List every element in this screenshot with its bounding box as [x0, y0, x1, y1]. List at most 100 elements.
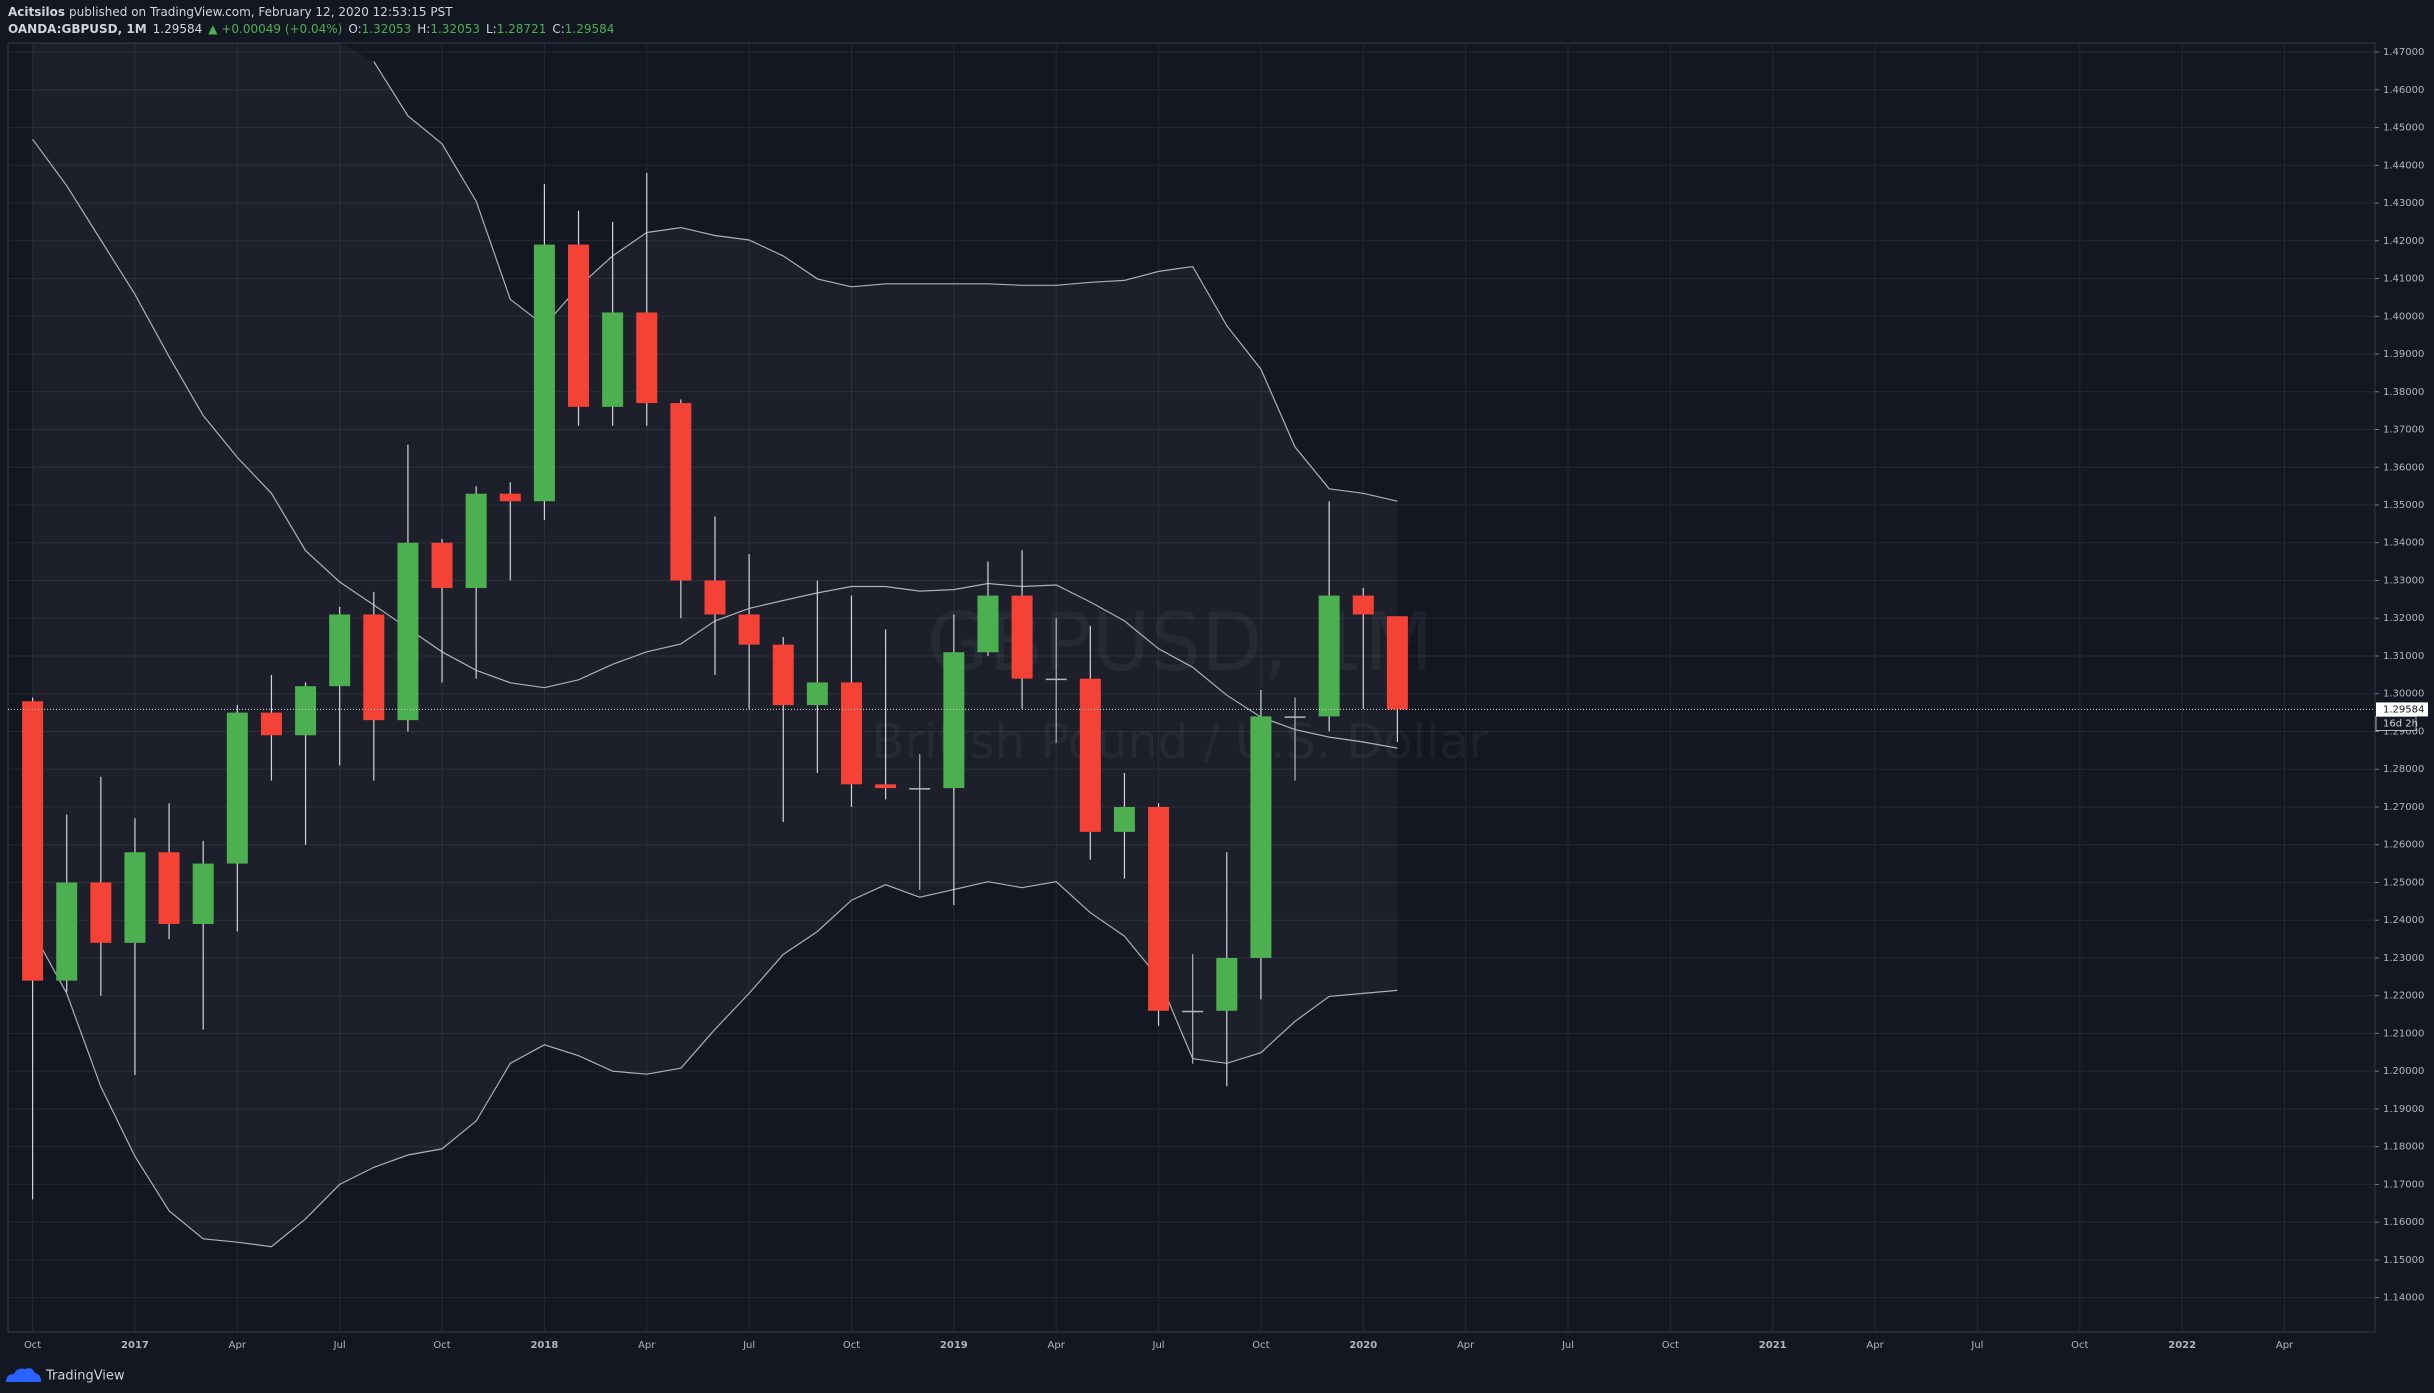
y-tick-label: 1.43000: [2383, 198, 2424, 209]
x-tick-label: Jul: [1561, 1340, 1574, 1351]
ohlc-label: H:: [417, 22, 430, 36]
y-tick-label: 1.40000: [2383, 311, 2424, 322]
x-tick-label: Jul: [333, 1340, 346, 1351]
ohlc-value: 1.29584: [565, 22, 615, 36]
y-tick-label: 1.20000: [2383, 1066, 2424, 1077]
y-tick-label: 1.41000: [2383, 274, 2424, 285]
y-tick-label: 1.23000: [2383, 953, 2424, 964]
candle-body: [1318, 595, 1340, 717]
candle-body: [295, 686, 317, 736]
candle-body: [704, 580, 726, 615]
footer-logo: TradingView: [6, 1368, 125, 1384]
candle-body: [22, 701, 44, 981]
y-tick-label: 1.29000: [2383, 726, 2424, 737]
header-line-2: OANDA:GBPUSD, 1M 1.29584 ▲ +0.00049 (+0.04…: [8, 22, 614, 36]
candle-body: [602, 312, 624, 407]
candle-body: [806, 682, 828, 706]
x-tick-label: 2018: [530, 1340, 558, 1351]
y-tick-label: 1.28000: [2383, 764, 2424, 775]
y-tick-label: 1.34000: [2383, 538, 2424, 549]
candle-body: [1113, 806, 1135, 832]
y-tick-label: 1.16000: [2383, 1217, 2424, 1228]
x-tick-label: 2021: [1759, 1340, 1787, 1351]
candle-body: [363, 614, 385, 721]
candle-body: [329, 614, 351, 687]
x-tick-label: Apr: [638, 1340, 656, 1351]
y-tick-label: 1.25000: [2383, 877, 2424, 888]
candles: [22, 172, 1408, 1200]
x-tick-label: Apr: [1457, 1340, 1475, 1351]
y-tick-label: 1.30000: [2383, 689, 2424, 700]
symbol: OANDA:GBPUSD, 1M: [8, 22, 147, 36]
y-tick-label: 1.36000: [2383, 462, 2424, 473]
candle-body: [90, 882, 112, 943]
y-tick-label: 1.37000: [2383, 425, 2424, 436]
candle-body: [158, 852, 180, 924]
y-tick-label: 1.26000: [2383, 840, 2424, 851]
candle-body: [943, 652, 965, 789]
candle-body: [1045, 678, 1067, 681]
candle-body: [192, 863, 214, 924]
x-tick-label: Apr: [229, 1340, 247, 1351]
x-tick-label: Oct: [1252, 1340, 1269, 1351]
y-tick-label: 1.18000: [2383, 1142, 2424, 1153]
logo-icon: [6, 1368, 41, 1382]
x-tick-label: Apr: [2276, 1340, 2294, 1351]
candle-body: [875, 784, 897, 789]
candle-body: [909, 788, 931, 790]
candle-body: [56, 882, 78, 981]
candle-body: [636, 312, 658, 404]
candle-body: [1386, 616, 1408, 710]
watermark: GBPUSD, 1M British Pound / U.S. Dollar: [872, 596, 1489, 770]
x-tick-label: Oct: [24, 1340, 41, 1351]
y-tick-label: 1.22000: [2383, 991, 2424, 1002]
x-tick-label: Jul: [1970, 1340, 1983, 1351]
y-tick-label: 1.45000: [2383, 123, 2424, 134]
candle-body: [1011, 595, 1033, 679]
ohlc-label: L:: [486, 22, 497, 36]
x-tick-label: 2019: [940, 1340, 968, 1351]
y-tick-label: 1.19000: [2383, 1104, 2424, 1115]
ohlc-value: 1.32053: [362, 22, 412, 36]
countdown-label: 16d 2h: [2383, 718, 2418, 729]
y-tick-label: 1.15000: [2383, 1255, 2424, 1266]
last-price-label: 1.29584: [2383, 704, 2424, 715]
last: 1.29584: [153, 22, 203, 36]
candle-body: [533, 244, 555, 502]
ohlc-value: 1.28721: [497, 22, 547, 36]
candle-body: [1284, 716, 1306, 718]
ohlc-label: C:: [552, 22, 564, 36]
x-tick-label: Oct: [1662, 1340, 1679, 1351]
y-tick-label: 1.39000: [2383, 349, 2424, 360]
x-tick-label: Jul: [1152, 1340, 1165, 1351]
candle-body: [977, 595, 999, 653]
x-tick-label: Apr: [1866, 1340, 1884, 1351]
candle-body: [1079, 678, 1101, 832]
candle-body: [772, 644, 794, 706]
y-tick-label: 1.35000: [2383, 500, 2424, 511]
y-tick-label: 1.14000: [2383, 1293, 2424, 1304]
candle-body: [1182, 1010, 1204, 1013]
brand: TradingView: [45, 1369, 125, 1384]
candle-body: [431, 542, 453, 589]
candle-body: [1216, 957, 1238, 1011]
axes: 1.14000 1.15000 1.16000 1.17000 1.18000 1.190…: [8, 47, 2428, 1351]
x-tick-label: Oct: [2071, 1340, 2088, 1351]
candle-body: [1352, 595, 1374, 615]
band-lower: [32, 881, 1398, 1248]
y-tick-label: 1.32000: [2383, 613, 2424, 624]
y-tick-label: 1.27000: [2383, 802, 2424, 813]
y-tick-label: 1.38000: [2383, 387, 2424, 398]
watermark-title: GBPUSD, 1M: [927, 596, 1434, 689]
x-tick-label: 2017: [121, 1340, 149, 1351]
x-tick-label: 2020: [1349, 1340, 1377, 1351]
y-tick-label: 1.33000: [2383, 575, 2424, 586]
x-tick-label: 2022: [2168, 1340, 2196, 1351]
y-tick-label: 1.46000: [2383, 85, 2424, 96]
watermark-subtitle: British Pound / U.S. Dollar: [872, 714, 1489, 770]
ohlc-label: O:: [348, 22, 361, 36]
last-price-box: [2376, 702, 2428, 717]
y-tick-label: 1.47000: [2383, 47, 2424, 58]
candle-body: [738, 614, 760, 645]
